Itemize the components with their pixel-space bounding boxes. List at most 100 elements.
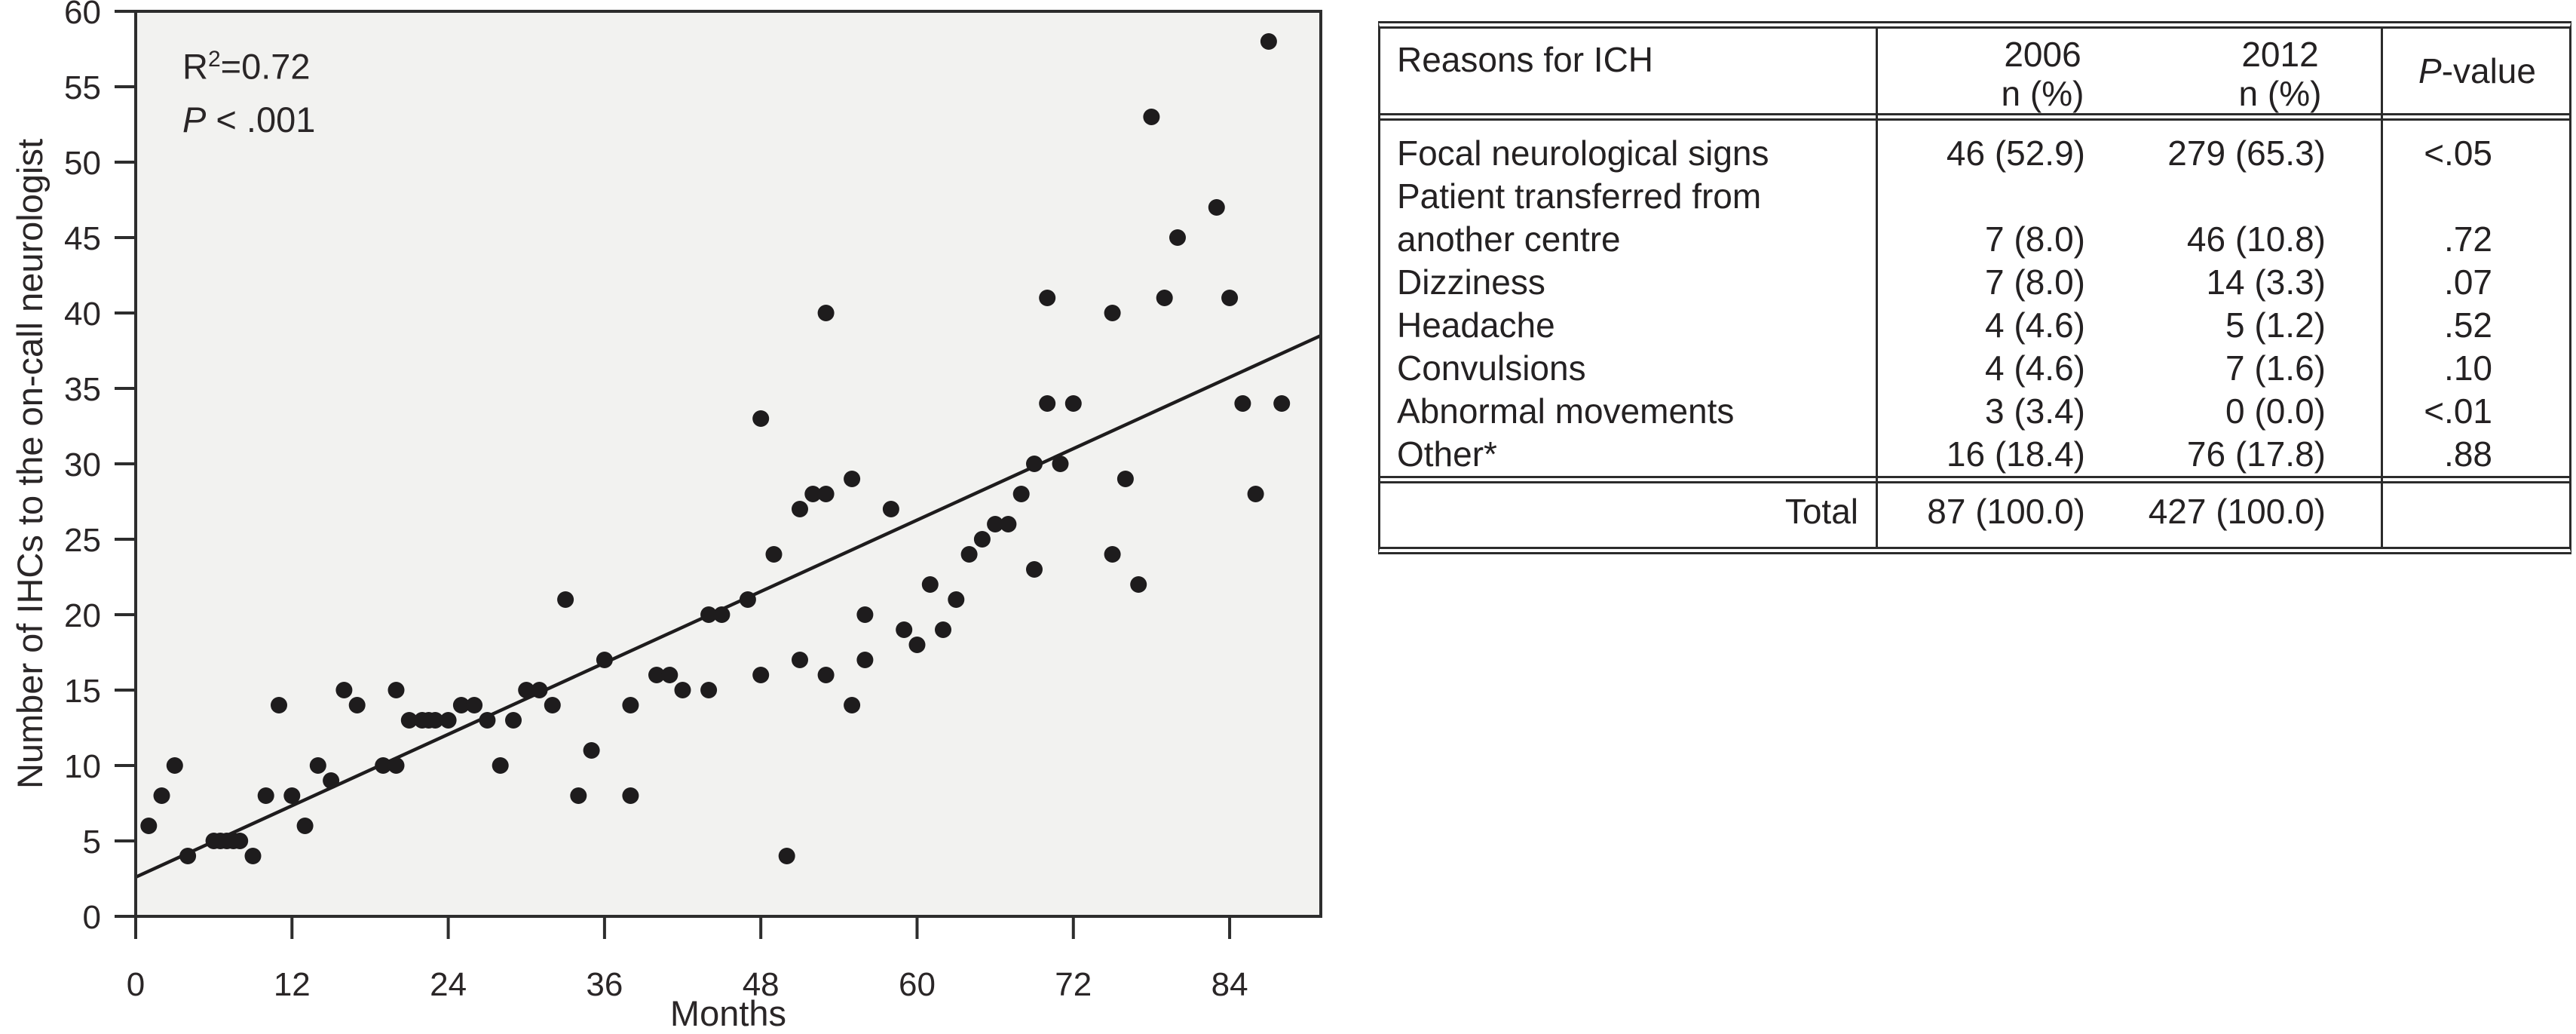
x-tick-label: 60 xyxy=(899,966,936,1003)
scatter-point xyxy=(244,848,262,864)
scatter-point xyxy=(1039,290,1056,306)
scatter-point xyxy=(1156,290,1173,306)
scatter-point xyxy=(570,787,587,804)
x-tick-label: 12 xyxy=(274,966,311,1003)
scatter-point xyxy=(375,757,392,774)
scatter-point xyxy=(1116,471,1134,487)
table-row: Patient transferred from xyxy=(1380,174,2569,217)
cell-2012: 0 (0.0) xyxy=(2225,391,2326,431)
cell-2012: 7 (1.6) xyxy=(2225,348,2326,388)
chart-annotation: R2=0.72 P < .001 xyxy=(182,33,315,146)
scatter-point xyxy=(1026,561,1043,578)
cell-p-value: <.01 xyxy=(2424,391,2492,431)
total-2006: 87 (100.0) xyxy=(1927,492,2085,531)
scatter-point xyxy=(739,591,756,608)
scatter-point xyxy=(960,546,978,563)
table-row: Abnormal movements 3 (3.4) 0 (0.0) <.01 xyxy=(1380,389,2569,432)
scatter-point xyxy=(1000,516,1017,532)
scatter-point xyxy=(231,833,249,849)
scatter-point xyxy=(452,697,470,713)
table-header: Reasons for ICH 2006 n (%) 2012 n (%) P-… xyxy=(1380,29,2569,121)
scatter-point xyxy=(661,667,678,683)
scatter-point xyxy=(596,652,613,668)
scatter-point xyxy=(1104,546,1121,563)
table-row: Convulsions 4 (4.6) 7 (1.6) .10 xyxy=(1380,346,2569,389)
cell-reason: Convulsions xyxy=(1397,348,1586,388)
cell-p-value: .88 xyxy=(2444,434,2492,474)
y-tick-label: 55 xyxy=(64,69,101,106)
y-axis-title: Number of IHCs to the on-call neurologis… xyxy=(10,138,50,790)
y-tick-label: 50 xyxy=(64,145,101,182)
cell-reason: Focal neurological signs xyxy=(1397,133,1769,173)
scatter-point xyxy=(1026,456,1043,472)
scatter-point xyxy=(387,682,405,698)
cell-reason: Patient transferred from xyxy=(1397,176,1762,216)
y-tick-label: 60 xyxy=(64,0,101,31)
table-row: Other* 16 (18.4) 76 (17.8) .88 xyxy=(1380,432,2569,475)
y-tick-label: 35 xyxy=(64,371,101,408)
scatter-point xyxy=(531,682,548,698)
table-row: another centre 7 (8.0) 46 (10.8) .72 xyxy=(1380,217,2569,260)
table-row: Headache 4 (4.6) 5 (1.2) .52 xyxy=(1380,303,2569,346)
cell-2006: 46 (52.9) xyxy=(1946,133,2085,173)
r-squared-annotation: R2=0.72 xyxy=(182,46,311,87)
p-value-annotation: P < .001 xyxy=(182,99,316,140)
scatter-point xyxy=(882,501,899,517)
scatter-point xyxy=(557,591,574,608)
scatter-point xyxy=(492,757,509,774)
scatter-point xyxy=(856,652,874,668)
scatter-point xyxy=(440,712,457,729)
scatter-point xyxy=(166,757,183,774)
scatter-point xyxy=(309,757,326,774)
table-divider-2 xyxy=(2381,29,2383,547)
scatter-point xyxy=(140,818,158,834)
scatter-point xyxy=(700,682,718,698)
scatter-point xyxy=(908,637,926,653)
x-tick-label: 84 xyxy=(1211,966,1248,1003)
cell-2012: 14 (3.3) xyxy=(2206,262,2326,302)
scatter-point xyxy=(466,697,483,713)
scatter-point xyxy=(713,606,731,623)
scatter-point xyxy=(804,486,822,502)
cell-p-value: .07 xyxy=(2444,262,2492,302)
scatter-point xyxy=(323,772,340,789)
cell-reason: Headache xyxy=(1397,305,1555,345)
scatter-point xyxy=(987,516,1004,532)
y-tick-label: 0 xyxy=(83,899,101,936)
cell-2012: 5 (1.2) xyxy=(2225,305,2326,345)
y-tick-label: 10 xyxy=(64,748,101,785)
scatter-point xyxy=(622,697,639,713)
scatter-point xyxy=(505,712,522,729)
scatter-point xyxy=(817,486,835,502)
scatter-point xyxy=(283,787,301,804)
cell-reason: Other* xyxy=(1397,434,1497,474)
scatter-point xyxy=(844,471,861,487)
scatter-point xyxy=(973,531,991,548)
scatter-point xyxy=(544,697,561,713)
scatter-point xyxy=(1208,199,1225,216)
scatter-point xyxy=(752,667,770,683)
header-2012: 2012 n (%) xyxy=(2238,35,2322,113)
scatter-point xyxy=(296,818,314,834)
cell-2012: 46 (10.8) xyxy=(2186,219,2326,259)
x-tick-label: 24 xyxy=(430,966,467,1003)
scatter-point xyxy=(1273,395,1291,412)
scatter-point xyxy=(948,591,965,608)
y-tick-label: 40 xyxy=(64,296,101,333)
cell-reason: another centre xyxy=(1397,219,1621,259)
x-axis-title: Months xyxy=(669,993,787,1033)
scatter-point xyxy=(817,305,835,321)
cell-2006: 4 (4.6) xyxy=(1985,348,2085,388)
x-tick-label: 0 xyxy=(127,966,145,1003)
superscript-2: 2 xyxy=(207,47,221,72)
scatter-point xyxy=(348,697,366,713)
total-2012: 427 (100.0) xyxy=(2148,492,2326,531)
scatter-point xyxy=(518,682,535,698)
scatter-point xyxy=(583,742,600,759)
scatter-point xyxy=(179,848,197,864)
scatter-point xyxy=(622,787,639,804)
scatter-point xyxy=(387,757,405,774)
scatter-point xyxy=(1143,109,1160,125)
scatter-point xyxy=(856,606,874,623)
